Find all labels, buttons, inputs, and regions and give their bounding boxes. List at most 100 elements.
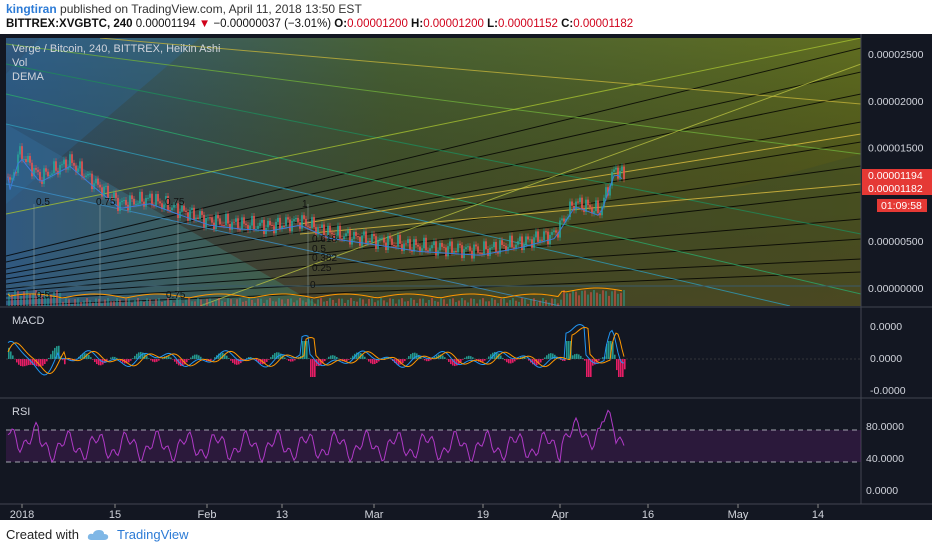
candle xyxy=(151,193,153,206)
volume-bar xyxy=(236,299,238,306)
time-tick-label: 15 xyxy=(109,509,121,520)
tradingview-brand-link[interactable]: TradingView xyxy=(116,527,189,542)
candle xyxy=(87,173,89,176)
time-axis[interactable]: 2018 15 Feb 13 Mar 19 Apr 16 May 14 xyxy=(10,504,824,520)
volume-bar xyxy=(143,301,145,306)
macd-histogram-bar xyxy=(44,359,46,365)
volume-bar xyxy=(302,300,304,306)
volume-bar xyxy=(224,302,226,306)
rsi-tick: 40.0000 xyxy=(866,453,904,465)
macd-histogram-bar xyxy=(418,354,420,359)
macd-histogram-bar xyxy=(536,359,538,366)
macd-histogram-bar xyxy=(488,356,490,359)
macd-histogram-bar xyxy=(266,359,268,362)
macd-histogram-bar xyxy=(92,359,94,360)
candle xyxy=(233,221,235,223)
volume-bar xyxy=(341,298,343,306)
volume-bar xyxy=(29,293,31,306)
macd-tick: 0.0000 xyxy=(870,321,902,333)
candle xyxy=(65,159,67,170)
volume-bar xyxy=(218,298,220,306)
fib-fan-drawing[interactable] xyxy=(6,38,861,306)
macd-histogram-bar xyxy=(368,359,370,362)
fib-level-label: 0.5 xyxy=(312,244,326,255)
volume-bar xyxy=(56,290,58,306)
countdown-badge: 01:09:58 xyxy=(877,199,927,212)
candle xyxy=(19,146,21,155)
macd-title[interactable]: MACD xyxy=(12,315,44,327)
volume-bar xyxy=(41,295,43,306)
candle xyxy=(357,236,359,238)
candle xyxy=(375,236,377,249)
macd-histogram-bar xyxy=(314,359,316,377)
candle xyxy=(585,199,587,212)
candle xyxy=(231,221,233,230)
volume-bar xyxy=(491,298,493,306)
author-link[interactable]: kingtiran xyxy=(6,2,57,16)
high-label: H: xyxy=(411,18,424,30)
candle xyxy=(505,245,507,251)
macd-histogram-bar xyxy=(174,359,176,362)
candle xyxy=(157,194,159,202)
candle xyxy=(183,205,185,211)
volume-bar xyxy=(125,298,127,306)
macd-histogram-bar xyxy=(324,359,326,362)
candle xyxy=(529,239,531,241)
macd-histogram-bar xyxy=(86,353,88,359)
volume-bar xyxy=(140,300,142,306)
candle xyxy=(47,171,49,177)
rsi-title[interactable]: RSI xyxy=(12,406,30,418)
candle xyxy=(71,154,73,163)
candle xyxy=(563,218,565,222)
vol-legend[interactable]: Vol xyxy=(12,57,27,69)
dema-legend[interactable]: DEMA xyxy=(12,71,44,83)
price-axis[interactable]: 0.00002500 0.00002000 0.00001500 0.00000500… xyxy=(868,49,924,295)
volume-bar xyxy=(167,298,169,306)
candle xyxy=(599,212,601,216)
candle xyxy=(201,211,203,215)
macd-histogram-bar xyxy=(156,359,158,362)
volume-bar xyxy=(284,303,286,306)
macd-histogram-bar xyxy=(176,359,178,364)
candle xyxy=(185,210,187,213)
volume-bar xyxy=(395,303,397,306)
macd-histogram-bar xyxy=(188,359,190,360)
candle xyxy=(101,187,103,197)
candle xyxy=(423,237,425,249)
volume-bar xyxy=(131,302,133,306)
macd-histogram-bar xyxy=(210,359,212,361)
candle xyxy=(603,197,605,207)
macd-histogram-bar xyxy=(378,359,380,362)
volume-bar xyxy=(518,301,520,306)
volume-bar xyxy=(215,300,217,306)
candle xyxy=(387,236,389,251)
macd-histogram-bar xyxy=(90,357,92,359)
volume-bar xyxy=(524,299,526,306)
candle xyxy=(229,223,231,230)
volume-bar xyxy=(392,298,394,306)
macd-histogram-bar xyxy=(246,357,248,359)
volume-bar xyxy=(476,303,478,306)
candle xyxy=(359,237,361,246)
macd-histogram-bar xyxy=(356,352,358,359)
volume-bar xyxy=(206,298,208,306)
volume-bar xyxy=(197,298,199,306)
candle xyxy=(59,165,61,175)
macd-histogram-bar xyxy=(548,353,550,359)
volume-bar xyxy=(551,298,553,306)
macd-histogram-bar xyxy=(372,359,374,365)
candle xyxy=(177,203,179,218)
candle xyxy=(321,224,323,229)
candle xyxy=(509,235,511,248)
candle xyxy=(315,227,317,235)
candle xyxy=(259,222,261,226)
time-tick-label: Mar xyxy=(365,509,384,520)
candle xyxy=(193,207,195,220)
candle xyxy=(575,201,577,211)
macd-histogram-bar xyxy=(588,359,590,377)
volume-bar xyxy=(461,298,463,306)
fib-level-label: 0.75 xyxy=(165,197,185,208)
macd-histogram-bar xyxy=(100,359,102,366)
macd-histogram-bar xyxy=(116,357,118,359)
